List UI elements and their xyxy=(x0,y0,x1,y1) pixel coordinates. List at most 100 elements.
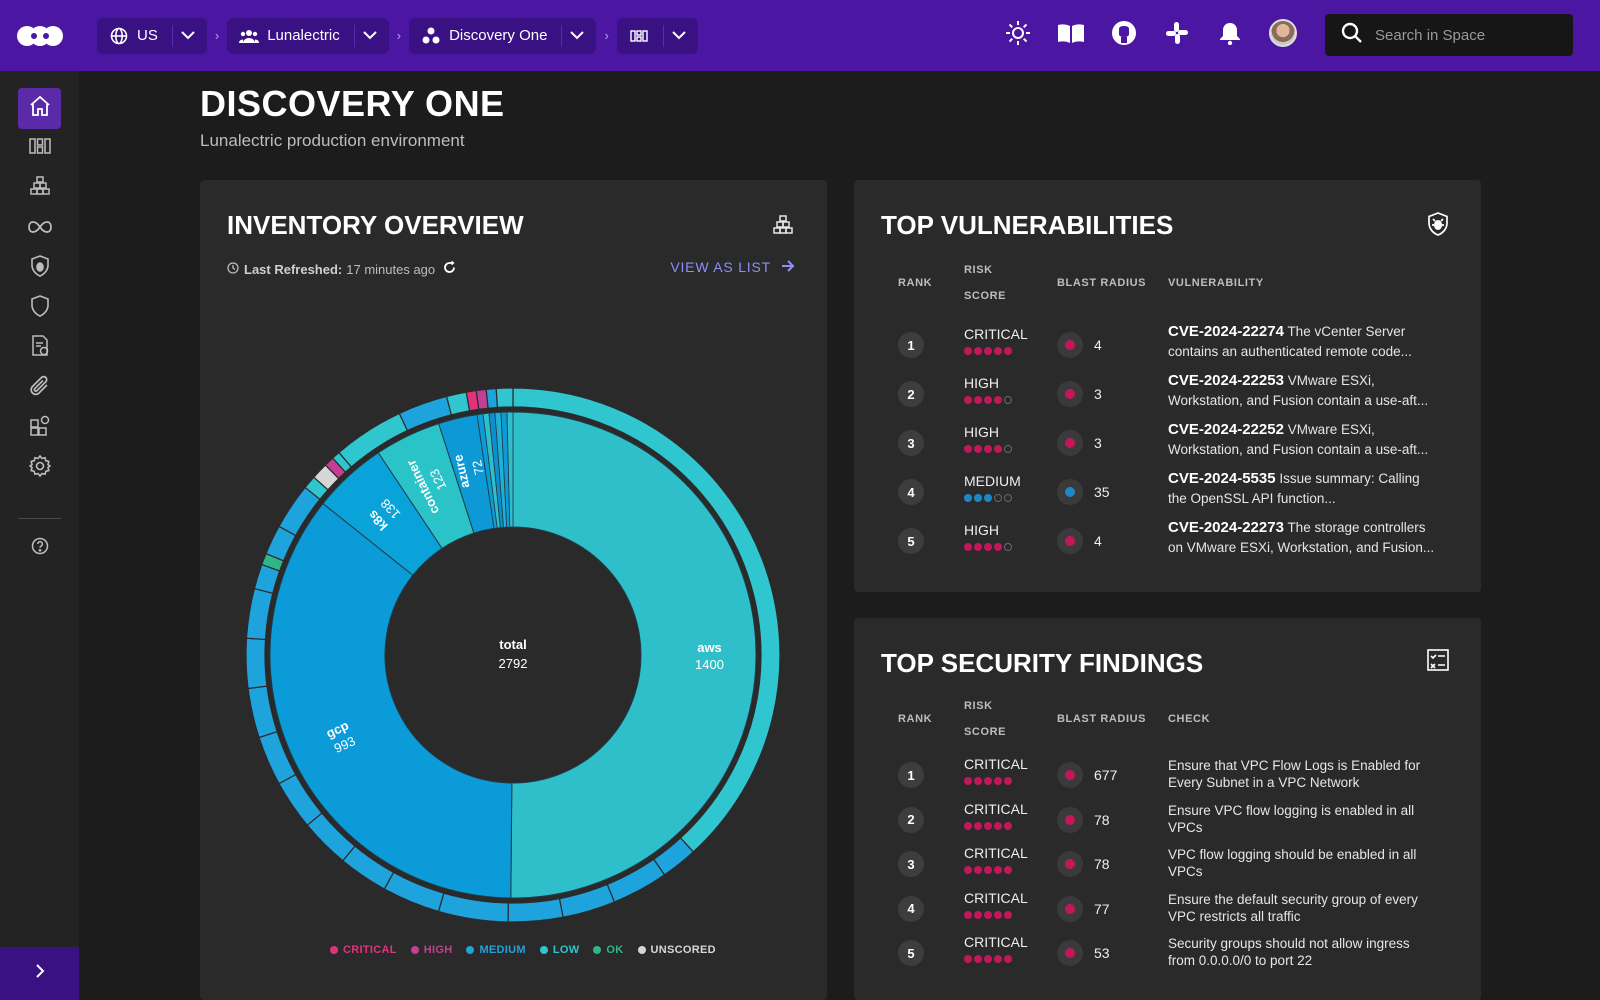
legend-label: CRITICAL xyxy=(343,944,397,956)
table-row[interactable]: 1 CRITICAL 4 CVE-2024-22274 The vCenter Ser… xyxy=(854,321,1481,369)
outer-risk-segment[interactable] xyxy=(485,387,499,409)
user-avatar[interactable] xyxy=(1268,18,1298,48)
donut-segment-aws[interactable] xyxy=(510,411,757,899)
organization-selector[interactable]: Lunalectric xyxy=(227,17,389,54)
sidebar xyxy=(0,71,79,1000)
blast-dot xyxy=(1065,903,1075,914)
refresh-icon[interactable] xyxy=(443,260,456,277)
sidebar-item-vulnerabilities[interactable] xyxy=(18,248,61,289)
vulnerability-text[interactable]: CVE-2024-22252 VMware ESXi, Workstation, … xyxy=(1168,420,1444,460)
outer-risk-segment[interactable] xyxy=(507,897,564,923)
search-input[interactable] xyxy=(1375,26,1555,44)
chevron-down-icon[interactable] xyxy=(670,27,688,45)
risk-dot xyxy=(974,910,982,919)
outer-risk-segment[interactable] xyxy=(245,637,268,690)
view-selector[interactable] xyxy=(616,17,698,54)
vulnerability-text[interactable]: CVE-2024-22253 VMware ESXi, Workstation, … xyxy=(1168,371,1444,411)
donut-segment-other[interactable] xyxy=(506,411,514,528)
outer-risk-segment[interactable] xyxy=(445,391,471,416)
cve-description: The storage controllers xyxy=(1287,520,1426,535)
sidebar-item-security[interactable] xyxy=(18,288,61,329)
legend-item[interactable]: OK xyxy=(593,944,623,956)
legend-item[interactable]: LOW xyxy=(539,944,580,956)
sidebar-item-inventory[interactable] xyxy=(18,168,61,209)
top-bar: US › Lunalectric › Discovery One › xyxy=(0,0,1600,71)
col-score: SCORE xyxy=(964,290,1007,302)
last-refreshed: Last Refreshed: 17 minutes ago xyxy=(227,260,456,277)
sidebar-item-settings[interactable] xyxy=(18,448,61,489)
cve-id[interactable]: CVE-2024-22253 xyxy=(1168,372,1284,389)
table-row[interactable]: 1 CRITICAL 677 Ensure that VPC Flow Logs is… xyxy=(854,751,1481,799)
sidebar-item-home[interactable] xyxy=(18,88,61,129)
sidebar-item-help[interactable] xyxy=(18,528,61,569)
table-row[interactable]: 3 CRITICAL 78 VPC flow logging should be en… xyxy=(854,840,1481,888)
slack-icon[interactable] xyxy=(1162,18,1192,48)
outer-risk-segment[interactable] xyxy=(245,587,274,641)
search-box[interactable] xyxy=(1325,14,1573,56)
sidebar-item-integrations[interactable] xyxy=(18,208,61,249)
checklist-icon[interactable] xyxy=(1424,646,1452,674)
space-selector[interactable]: Discovery One xyxy=(409,17,597,54)
outer-risk-segment[interactable] xyxy=(495,387,514,409)
findings-title: TOP SECURITY FINDINGS xyxy=(881,648,1204,678)
risk-dot xyxy=(964,396,972,404)
donut-segment-gcp[interactable] xyxy=(269,502,513,899)
risk-score-dots xyxy=(964,910,1014,919)
legend-item[interactable]: UNSCORED xyxy=(637,944,716,956)
sidebar-item-dashboards[interactable] xyxy=(18,128,61,169)
cve-id[interactable]: CVE-2024-5535 xyxy=(1168,470,1276,487)
check-text[interactable]: Security groups should not allow ingress… xyxy=(1168,936,1410,968)
region-selector[interactable]: US xyxy=(97,17,207,54)
chevron-down-icon[interactable] xyxy=(179,27,197,45)
shield-bug-icon[interactable] xyxy=(1424,210,1452,238)
theme-toggle-sun-icon[interactable] xyxy=(1003,18,1033,48)
check-text[interactable]: Ensure the default security group of eve… xyxy=(1168,891,1418,924)
app-logo[interactable] xyxy=(0,0,79,71)
vulnerability-text[interactable]: CVE-2024-22274 The vCenter Server contain… xyxy=(1168,322,1444,362)
vulnerability-text[interactable]: CVE-2024-5535 Issue summary: Calling the … xyxy=(1168,469,1444,509)
rank-badge: 1 xyxy=(898,762,924,788)
donut-label-value: 72 xyxy=(469,459,487,477)
table-row[interactable]: 3 HIGH 3 CVE-2024-22252 VMware ESXi, Worksta… xyxy=(854,419,1481,467)
check-text[interactable]: VPC flow logging should be enabled in al… xyxy=(1168,847,1417,879)
vulnerability-text[interactable]: CVE-2024-22273 The storage controllers on… xyxy=(1168,518,1444,558)
col-rank: RANK xyxy=(898,713,933,725)
table-row[interactable]: 5 CRITICAL 53 Security groups should not al… xyxy=(854,929,1481,977)
docs-book-icon[interactable] xyxy=(1056,18,1086,48)
sidebar-item-apps[interactable] xyxy=(18,408,61,449)
github-icon[interactable] xyxy=(1109,18,1139,48)
inventory-stack-icon[interactable] xyxy=(769,211,797,239)
legend-item[interactable]: CRITICAL xyxy=(330,944,397,956)
cve-description: VMware ESXi, xyxy=(1287,422,1375,437)
risk-dot xyxy=(974,494,982,502)
legend-item[interactable]: HIGH xyxy=(410,944,453,956)
blast-radius-indicator xyxy=(1057,528,1083,554)
cve-id[interactable]: CVE-2024-22274 xyxy=(1168,323,1284,340)
sidebar-item-policies[interactable] xyxy=(18,328,61,369)
risk-dot xyxy=(964,910,972,919)
legend-item[interactable]: MEDIUM xyxy=(466,944,526,956)
cve-id[interactable]: CVE-2024-22252 xyxy=(1168,421,1284,438)
sidebar-expand-button[interactable] xyxy=(0,947,79,1000)
page-subtitle: Lunalectric production environment xyxy=(200,131,465,150)
chevron-down-icon[interactable] xyxy=(361,27,379,45)
notifications-bell-icon[interactable] xyxy=(1215,18,1245,48)
table-row[interactable]: 4 CRITICAL 77 Ensure the default security g… xyxy=(854,885,1481,933)
blast-dot xyxy=(1065,487,1075,497)
table-row[interactable]: 2 CRITICAL 78 Ensure VPC flow logging is en… xyxy=(854,796,1481,844)
table-row[interactable]: 4 MEDIUM 35 CVE-2024-5535 Issue summary: Ca… xyxy=(854,468,1481,516)
table-row[interactable]: 5 HIGH 4 CVE-2024-22273 The storage control… xyxy=(854,517,1481,565)
risk-dot xyxy=(1004,445,1012,453)
sidebar-item-attachments[interactable] xyxy=(18,368,61,409)
cve-id[interactable]: CVE-2024-22273 xyxy=(1168,519,1284,536)
check-text[interactable]: Ensure VPC flow logging is enabled in al… xyxy=(1168,802,1415,835)
risk-dot xyxy=(1004,910,1012,919)
risk-dot xyxy=(984,494,992,502)
check-text[interactable]: Ensure that VPC Flow Logs is Enabled for… xyxy=(1168,758,1421,790)
view-as-list-link[interactable]: VIEW AS LIST xyxy=(670,259,795,275)
table-row[interactable]: 2 HIGH 3 CVE-2024-22253 VMware ESXi, Worksta… xyxy=(854,370,1481,418)
chevron-down-icon[interactable] xyxy=(568,27,586,45)
risk-dot xyxy=(1004,821,1012,830)
donut-label-name: aws xyxy=(697,640,722,655)
blast-radius-value: 78 xyxy=(1094,811,1110,828)
